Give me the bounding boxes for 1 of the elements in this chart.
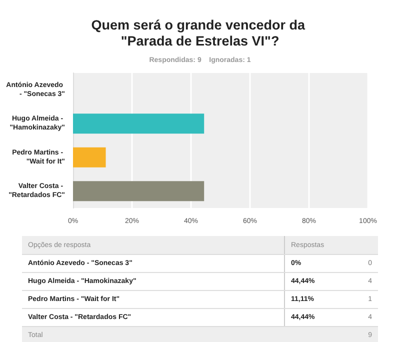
chart-title: Quem será o grande vencedor da "Parada de Estrelas VI"? [91, 18, 309, 48]
